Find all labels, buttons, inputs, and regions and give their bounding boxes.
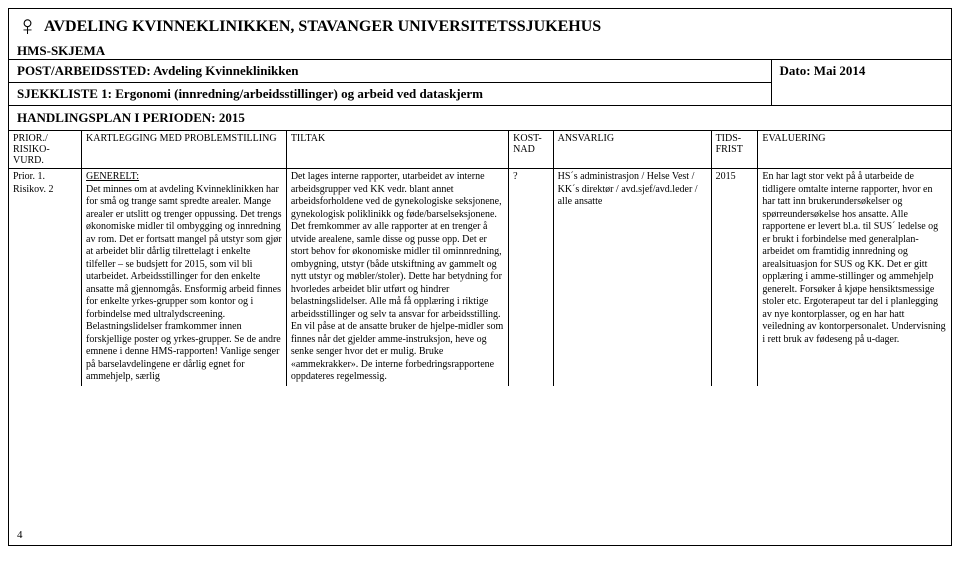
col-tids: TIDS-FRIST — [711, 131, 758, 169]
cell-kost: ? — [509, 169, 553, 386]
col-tiltak: TILTAK — [286, 131, 508, 169]
cell-eval: En har lagt stor vekt på å utarbeide de … — [758, 169, 951, 386]
cell-prior: Prior. 1. Risikov. 2 — [9, 169, 82, 386]
col-ansv: ANSVARLIG — [553, 131, 711, 169]
cell-kart: GENERELT: Det minnes om at avdeling Kvin… — [82, 169, 287, 386]
hms-label: HMS-SKJEMA — [9, 43, 951, 59]
page-title: AVDELING KVINNEKLINIKKEN, STAVANGER UNIV… — [44, 18, 601, 36]
col-kart: KARTLEGGING MED PROBLEMSTILLING — [82, 131, 287, 169]
plan-label: HANDLINGSPLAN I PERIODEN: 2015 — [9, 106, 951, 131]
header-row: ♀ AVDELING KVINNEKLINIKKEN, STAVANGER UN… — [9, 9, 951, 43]
table-row: Prior. 1. Risikov. 2 GENERELT: Det minne… — [9, 169, 951, 386]
page-number: 4 — [17, 529, 23, 541]
meta-table: POST/ARBEIDSSTED: Avdeling Kvinneklinikk… — [9, 59, 951, 106]
date-cell: Dato: Mai 2014 — [771, 60, 951, 106]
generelt-heading: GENERELT: — [86, 171, 139, 182]
venus-icon: ♀ — [17, 13, 38, 41]
cell-tiltak: Det lages interne rapporter, utarbeidet … — [286, 169, 508, 386]
col-prior: PRIOR./ RISIKO-VURD. — [9, 131, 82, 169]
main-table: PRIOR./ RISIKO-VURD. KARTLEGGING MED PRO… — [9, 131, 951, 386]
col-kost: KOST-NAD — [509, 131, 553, 169]
post-label: POST/ARBEIDSSTED: Avdeling Kvinneklinikk… — [9, 60, 771, 83]
table-header-row: PRIOR./ RISIKO-VURD. KARTLEGGING MED PRO… — [9, 131, 951, 169]
cell-ansv: HS´s administrasjon / Helse Vest / KK´s … — [553, 169, 711, 386]
kart-text: Det minnes om at avdeling Kvinneklinikke… — [86, 184, 282, 383]
sjekkliste-label: SJEKKLISTE 1: Ergonomi (innredning/arbei… — [9, 83, 771, 106]
col-eval: EVALUERING — [758, 131, 951, 169]
cell-tids: 2015 — [711, 169, 758, 386]
document-page: ♀ AVDELING KVINNEKLINIKKEN, STAVANGER UN… — [8, 8, 952, 546]
